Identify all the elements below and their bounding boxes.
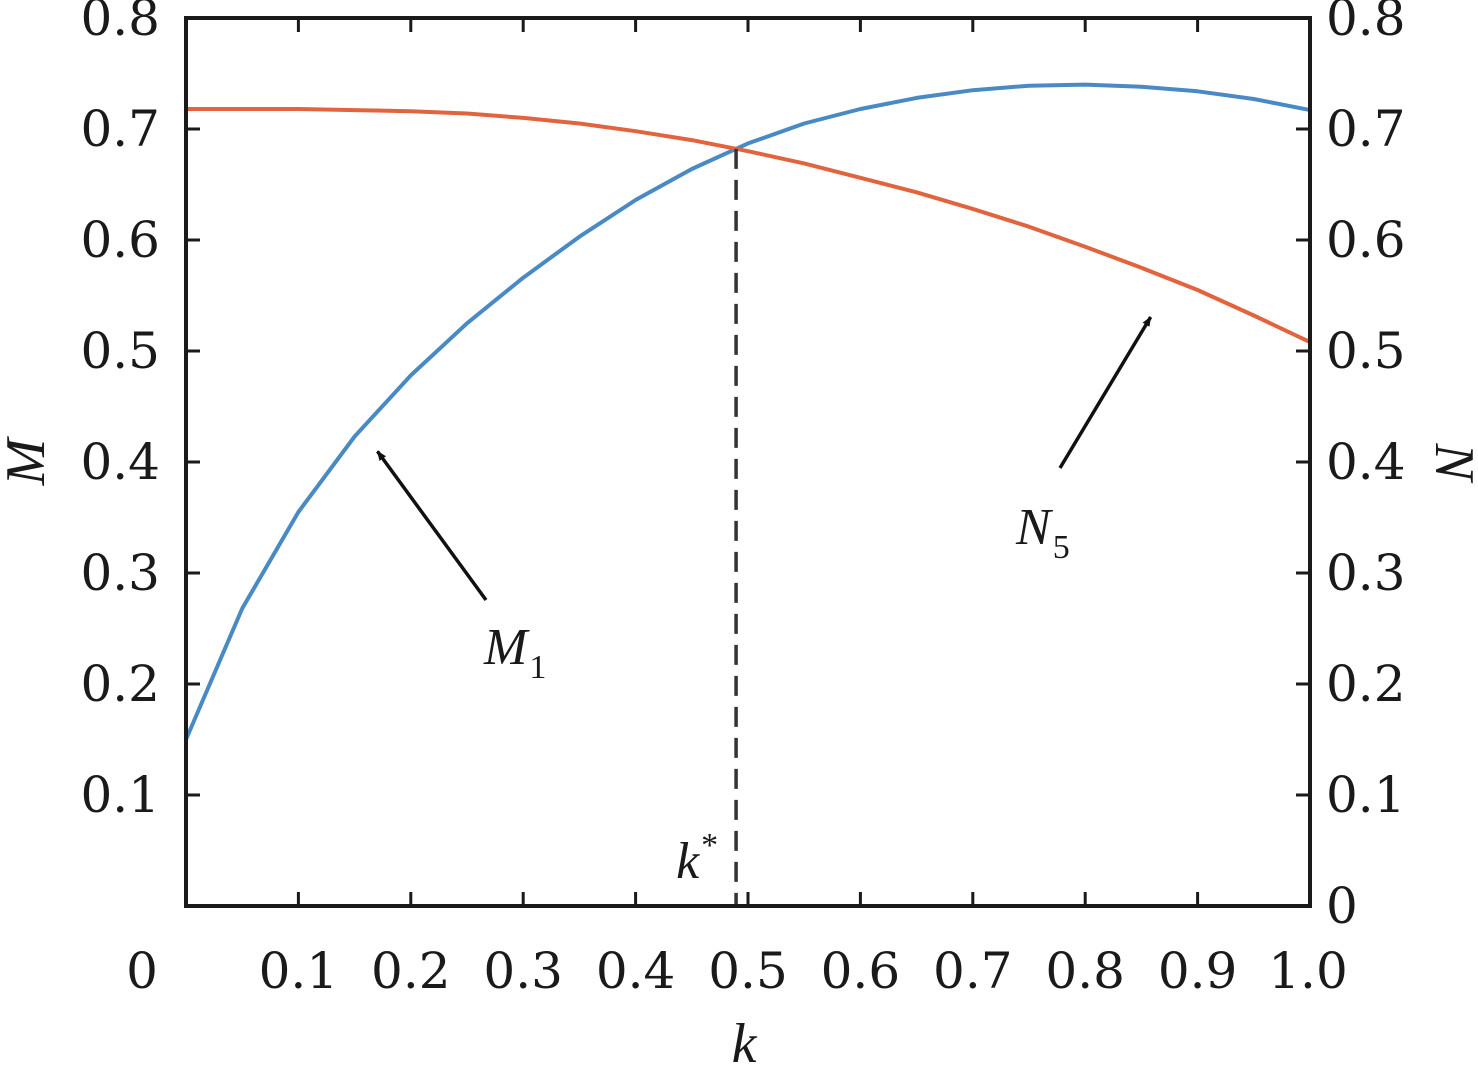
x-tick-label: 0.1 bbox=[259, 942, 339, 1000]
tick-labels: 0 0.1 0.2 0.3 0.4 0.5 0.6 0.7 0.8 0.9 1.0 0.1 0.2 0.3… bbox=[80, 0, 1405, 1000]
annotation-k-star-main: k bbox=[676, 833, 700, 890]
arrow-n5 bbox=[1058, 316, 1153, 469]
x-tick-label: 0.2 bbox=[371, 942, 451, 1000]
y-tick-label-left: 0.5 bbox=[80, 322, 160, 380]
arrow-m1 bbox=[376, 450, 488, 602]
y-tick-label-right: 0.6 bbox=[1326, 211, 1406, 269]
x-tick-label: 0.6 bbox=[821, 942, 901, 1000]
y-tick-label-right: 0.4 bbox=[1326, 433, 1406, 491]
x-tick-label: 1.0 bbox=[1268, 942, 1348, 1000]
x-tick-label: 0.4 bbox=[596, 942, 676, 1000]
marker-layer bbox=[376, 148, 1153, 906]
annotation-n5-main: N bbox=[1015, 499, 1054, 556]
y-tick-label-left: 0.4 bbox=[80, 433, 160, 491]
annotation-k-star-sup: * bbox=[701, 827, 718, 864]
annotation-m1-sub: 1 bbox=[529, 649, 546, 686]
y-axis-label-left: M bbox=[0, 435, 57, 486]
annotation-n5: N5 bbox=[1015, 499, 1070, 566]
y-tick-label-right: 0.7 bbox=[1326, 100, 1406, 158]
y-tick-label-left: 0.2 bbox=[80, 655, 160, 713]
annotation-m1-main: M bbox=[483, 619, 530, 676]
ticks bbox=[186, 16, 1310, 906]
y-tick-label-right: 0 bbox=[1326, 877, 1358, 935]
y-axis-label-right: N bbox=[1423, 442, 1478, 483]
y-tick-label-right: 0.8 bbox=[1326, 0, 1406, 47]
x-tick-label: 0.9 bbox=[1158, 942, 1238, 1000]
y-tick-label-right: 0.5 bbox=[1326, 322, 1406, 380]
y-tick-label-left: 0.1 bbox=[80, 766, 160, 824]
x-tick-label: 0 bbox=[126, 942, 158, 1000]
y-tick-label-left: 0.3 bbox=[80, 544, 160, 602]
y-tick-label-left: 0.7 bbox=[80, 100, 160, 158]
x-tick-label: 0.8 bbox=[1045, 942, 1125, 1000]
plot-frame bbox=[184, 16, 1312, 908]
series-line-n5 bbox=[186, 107, 1311, 344]
y-tick-label-right: 0.3 bbox=[1326, 544, 1406, 602]
annotation-n5-sub: 5 bbox=[1053, 529, 1070, 566]
series-layer bbox=[184, 82, 1311, 741]
annotation-m1: M1 bbox=[483, 619, 546, 686]
y-tick-label-right: 0.2 bbox=[1326, 655, 1406, 713]
x-tick-label: 0.3 bbox=[483, 942, 563, 1000]
x-axis-label: k bbox=[732, 1013, 758, 1071]
y-tick-label-left: 0.6 bbox=[80, 211, 160, 269]
x-tick-label: 0.5 bbox=[708, 942, 788, 1000]
x-tick-label: 0.7 bbox=[933, 942, 1013, 1000]
y-tick-label-right: 0.1 bbox=[1326, 766, 1406, 824]
series-line-m1 bbox=[184, 82, 1311, 741]
annotation-k-star: k* bbox=[676, 827, 718, 890]
y-tick-label-left: 0.8 bbox=[80, 0, 160, 47]
